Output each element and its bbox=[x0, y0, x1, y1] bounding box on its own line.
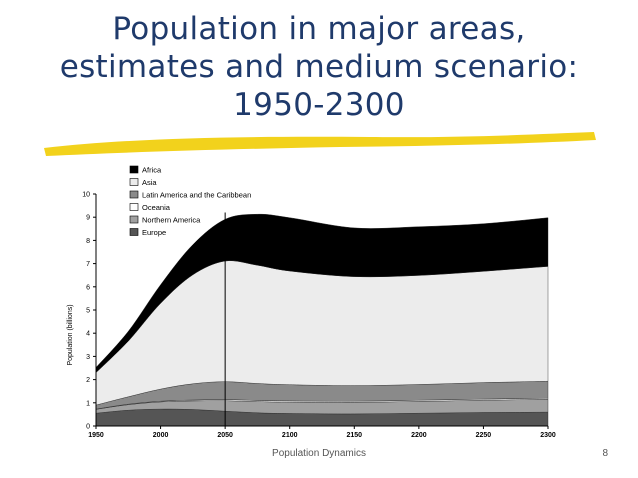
x-tick-label: 2300 bbox=[540, 432, 556, 439]
y-tick-label: 4 bbox=[86, 331, 90, 338]
legend-swatch-africa bbox=[129, 165, 139, 174]
legend-swatch-northern-america bbox=[129, 215, 139, 224]
x-tick-label: 2050 bbox=[217, 432, 233, 439]
y-tick-label: 2 bbox=[86, 377, 90, 384]
title-line-3: 1950-2300 bbox=[233, 87, 405, 123]
y-tick-label: 6 bbox=[86, 284, 90, 291]
y-axis-label: Population (billions) bbox=[67, 304, 74, 365]
y-tick-label: 3 bbox=[86, 354, 90, 361]
legend-label: Latin America and the Caribbean bbox=[142, 191, 251, 200]
y-tick-label: 7 bbox=[86, 261, 90, 268]
stacked-areas bbox=[95, 213, 549, 427]
legend-label: Asia bbox=[142, 178, 157, 187]
y-tick-label: 0 bbox=[86, 424, 90, 431]
footer-text: Population Dynamics bbox=[272, 448, 366, 459]
x-tick-label: 2250 bbox=[476, 432, 492, 439]
x-tick-label: 2000 bbox=[153, 432, 169, 439]
x-tick-label: 2100 bbox=[282, 432, 298, 439]
legend-label: Oceania bbox=[142, 203, 171, 212]
x-tick-label: 1950 bbox=[88, 432, 104, 439]
y-tick-labels: 0 1 2 3 4 5 6 7 8 9 10 bbox=[82, 192, 96, 431]
page-number: 8 bbox=[602, 448, 608, 459]
legend-swatch-asia bbox=[129, 178, 139, 186]
legend-label: Africa bbox=[142, 166, 162, 175]
slide-title: Population in major areas, estimates and… bbox=[0, 10, 638, 124]
legend: Africa Asia Latin America and the Caribbea… bbox=[129, 165, 251, 237]
legend-swatch-oceania bbox=[129, 203, 139, 211]
x-tick-label: 2200 bbox=[411, 432, 427, 439]
title-line-2: estimates and medium scenario: bbox=[59, 49, 579, 85]
legend-label: Europe bbox=[142, 228, 166, 237]
y-tick-label: 10 bbox=[82, 192, 90, 199]
area-africa bbox=[95, 213, 549, 374]
legend-swatch-europe bbox=[129, 228, 139, 236]
y-tick-label: 5 bbox=[86, 308, 90, 315]
y-tick-label: 1 bbox=[86, 400, 90, 407]
legend-label: Northern America bbox=[142, 216, 201, 225]
x-tick-label: 2150 bbox=[346, 432, 362, 439]
title-line-1: Population in major areas, bbox=[112, 11, 526, 47]
title-highlight-stroke bbox=[44, 132, 596, 156]
x-tick-labels: 1950 2000 2050 2100 2150 2200 2250 2300 bbox=[88, 426, 556, 439]
legend-swatch-latin-america-and-the-caribbean bbox=[129, 190, 139, 199]
y-tick-label: 9 bbox=[86, 215, 90, 222]
population-area-chart: 0 1 2 3 4 5 6 7 8 9 10 1950 2000 2050 2100 2150 2200 225… bbox=[67, 165, 556, 440]
y-tick-label: 8 bbox=[86, 238, 90, 245]
